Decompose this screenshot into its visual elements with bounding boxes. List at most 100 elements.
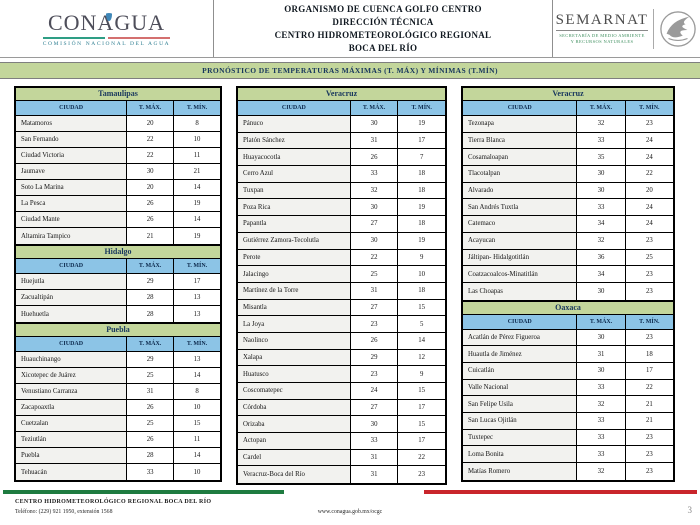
tmax-cell: 28 <box>126 448 174 463</box>
table-row: Tierra Blanca 33 24 <box>463 132 673 150</box>
tmax-cell: 28 <box>126 306 174 322</box>
tmax-cell: 25 <box>349 266 398 282</box>
column-header-ciudad: CIUDAD <box>238 101 350 115</box>
tmin-cell: 9 <box>397 366 445 382</box>
city-cell: San Andrés Tuxtla <box>463 199 577 216</box>
tmin-cell: 13 <box>173 290 220 305</box>
table-row: Perote 22 9 <box>238 249 445 267</box>
table-row: Alvarado 30 20 <box>463 182 673 200</box>
city-cell: San Felipe Usila <box>463 396 577 412</box>
tmax-cell: 29 <box>126 352 174 367</box>
tmin-cell: 24 <box>624 132 673 149</box>
column-middle: Veracruz CIUDAD T. MÁX. T. MÍN. Pánuco 30 19 Pl… <box>236 86 447 486</box>
org-line-2: DIRECCIÓN TÉCNICA <box>332 17 434 27</box>
city-cell: Jaumave <box>16 164 127 179</box>
table-row: Tuxtepec 33 23 <box>463 429 673 447</box>
table-row: Teziutlán 26 11 <box>16 432 220 448</box>
tmax-cell: 23 <box>349 316 398 332</box>
table-row: Orizaba 30 15 <box>238 416 445 434</box>
state-header: Veracruz <box>238 88 445 101</box>
column-header-tmin: T. MÍN. <box>624 314 673 329</box>
tmin-cell: 10 <box>173 132 220 147</box>
tmax-cell: 33 <box>126 464 174 480</box>
city-cell: Jáltipan- Hidalgotitlán <box>463 249 577 266</box>
tmax-cell: 31 <box>349 132 398 149</box>
city-cell: Orizaba <box>238 416 350 433</box>
city-cell: Venustiano Carranza <box>16 384 127 399</box>
tmax-cell: 32 <box>576 396 625 412</box>
city-cell: Tuxtepec <box>463 429 577 446</box>
city-cell: Xicotepec de Juárez <box>16 368 127 383</box>
table-row: Las Choapas 30 23 <box>463 282 673 300</box>
column-header-tmax: T. MÁX. <box>349 101 398 115</box>
table-row: Jalacingo 25 10 <box>238 266 445 283</box>
city-cell: Tezonapa <box>463 116 577 132</box>
tmin-cell: 22 <box>624 379 673 396</box>
table-puebla: Puebla CIUDAD T. MÁX. T. MÍN. Huauchinango 29… <box>14 322 222 482</box>
tmax-cell: 20 <box>126 180 174 195</box>
city-cell: Cerro Azul <box>238 166 350 182</box>
tmin-cell: 17 <box>397 433 445 449</box>
tmax-cell: 30 <box>576 329 625 346</box>
table-row: La Pesca 26 19 <box>16 196 220 212</box>
footer-org-name: CENTRO HIDROMETEOROLÓGICO REGIONAL BOCA … <box>15 499 212 505</box>
tmin-cell: 23 <box>624 463 673 480</box>
city-cell: Loma Bonita <box>463 446 577 463</box>
city-cell: Las Choapas <box>463 282 577 300</box>
city-cell: Zacualtipán <box>16 290 127 305</box>
tmax-cell: 32 <box>576 232 625 249</box>
tmax-cell: 27 <box>349 299 398 316</box>
footer-url: www.conagua.gob.mx/ocgc <box>317 509 383 515</box>
column-right: Veracruz CIUDAD T. MÁX. T. MÍN. Tezonapa 32 23… <box>461 86 675 485</box>
tmax-cell: 32 <box>349 182 398 199</box>
tmax-cell: 31 <box>126 384 174 399</box>
tmin-cell: 14 <box>173 448 220 463</box>
table-row: Catemaco 34 24 <box>463 216 673 233</box>
city-cell: Cuicatlán <box>463 362 577 379</box>
column-header-ciudad: CIUDAD <box>16 259 127 273</box>
tables-area: Tamaulipas CIUDAD T. MÁX. T. MÍN. Matamoros 2… <box>0 79 700 486</box>
state-header: Oaxaca <box>463 301 673 315</box>
city-cell: Perote <box>238 249 350 266</box>
table-row: San Felipe Usila 32 21 <box>463 396 673 413</box>
org-title-block: ORGANISMO DE CUENCA GOLFO CENTRO DIRECCI… <box>213 0 553 57</box>
table-row: Huayacocotla 26 7 <box>238 149 445 167</box>
table-row: Córdoba 27 17 <box>238 399 445 417</box>
state-header: Hidalgo <box>16 246 220 259</box>
table-row: Ciudad Victoria 22 11 <box>16 148 220 164</box>
tmax-cell: 25 <box>126 368 174 383</box>
table-header-row: CIUDAD T. MÁX. T. MÍN. <box>463 101 673 116</box>
red-rule <box>108 37 171 39</box>
tmax-cell: 31 <box>349 466 398 484</box>
tmax-cell: 30 <box>576 182 625 199</box>
city-cell: Cardel <box>238 449 350 466</box>
tmax-cell: 34 <box>576 216 625 232</box>
tmin-cell: 8 <box>173 116 220 131</box>
semarnat-logo: SEMARNAT SECRETARÍA DE MEDIO AMBIENTE Y … <box>553 0 700 57</box>
tmax-cell: 23 <box>349 366 398 382</box>
tmin-cell: 14 <box>397 332 445 349</box>
city-cell: Huayacocotla <box>238 149 350 166</box>
table-row: Soto La Marina 20 14 <box>16 180 220 196</box>
tmax-cell: 29 <box>126 274 174 289</box>
tmin-cell: 5 <box>397 316 445 332</box>
table-row: Valle Nacional 33 22 <box>463 379 673 397</box>
green-rule <box>42 37 105 39</box>
city-cell: Acayucan <box>463 232 577 249</box>
city-cell: Huautla de Jiménez <box>463 346 577 362</box>
tmax-cell: 27 <box>349 399 398 416</box>
org-line-1: ORGANISMO DE CUENCA GOLFO CENTRO <box>284 4 482 14</box>
mexico-eagle-seal-icon <box>660 10 697 47</box>
city-cell: Alvarado <box>463 182 577 199</box>
tmax-cell: 31 <box>349 282 398 299</box>
semarnat-subtitle-line1: SECRETARÍA DE MEDIO AMBIENTE <box>559 33 645 39</box>
table-row: Acayucan 32 23 <box>463 232 673 250</box>
tmax-cell: 26 <box>126 196 174 211</box>
city-cell: Coscomatepec <box>238 383 350 399</box>
tmin-cell: 21 <box>624 396 673 412</box>
table-row: La Joya 23 5 <box>238 316 445 333</box>
table-veracruz-1: Veracruz CIUDAD T. MÁX. T. MÍN. Pánuco 30 19 Pl… <box>236 86 447 486</box>
semarnat-wordmark: SEMARNAT <box>555 12 649 32</box>
tmin-cell: 18 <box>397 282 445 299</box>
tmin-cell: 21 <box>624 413 673 429</box>
